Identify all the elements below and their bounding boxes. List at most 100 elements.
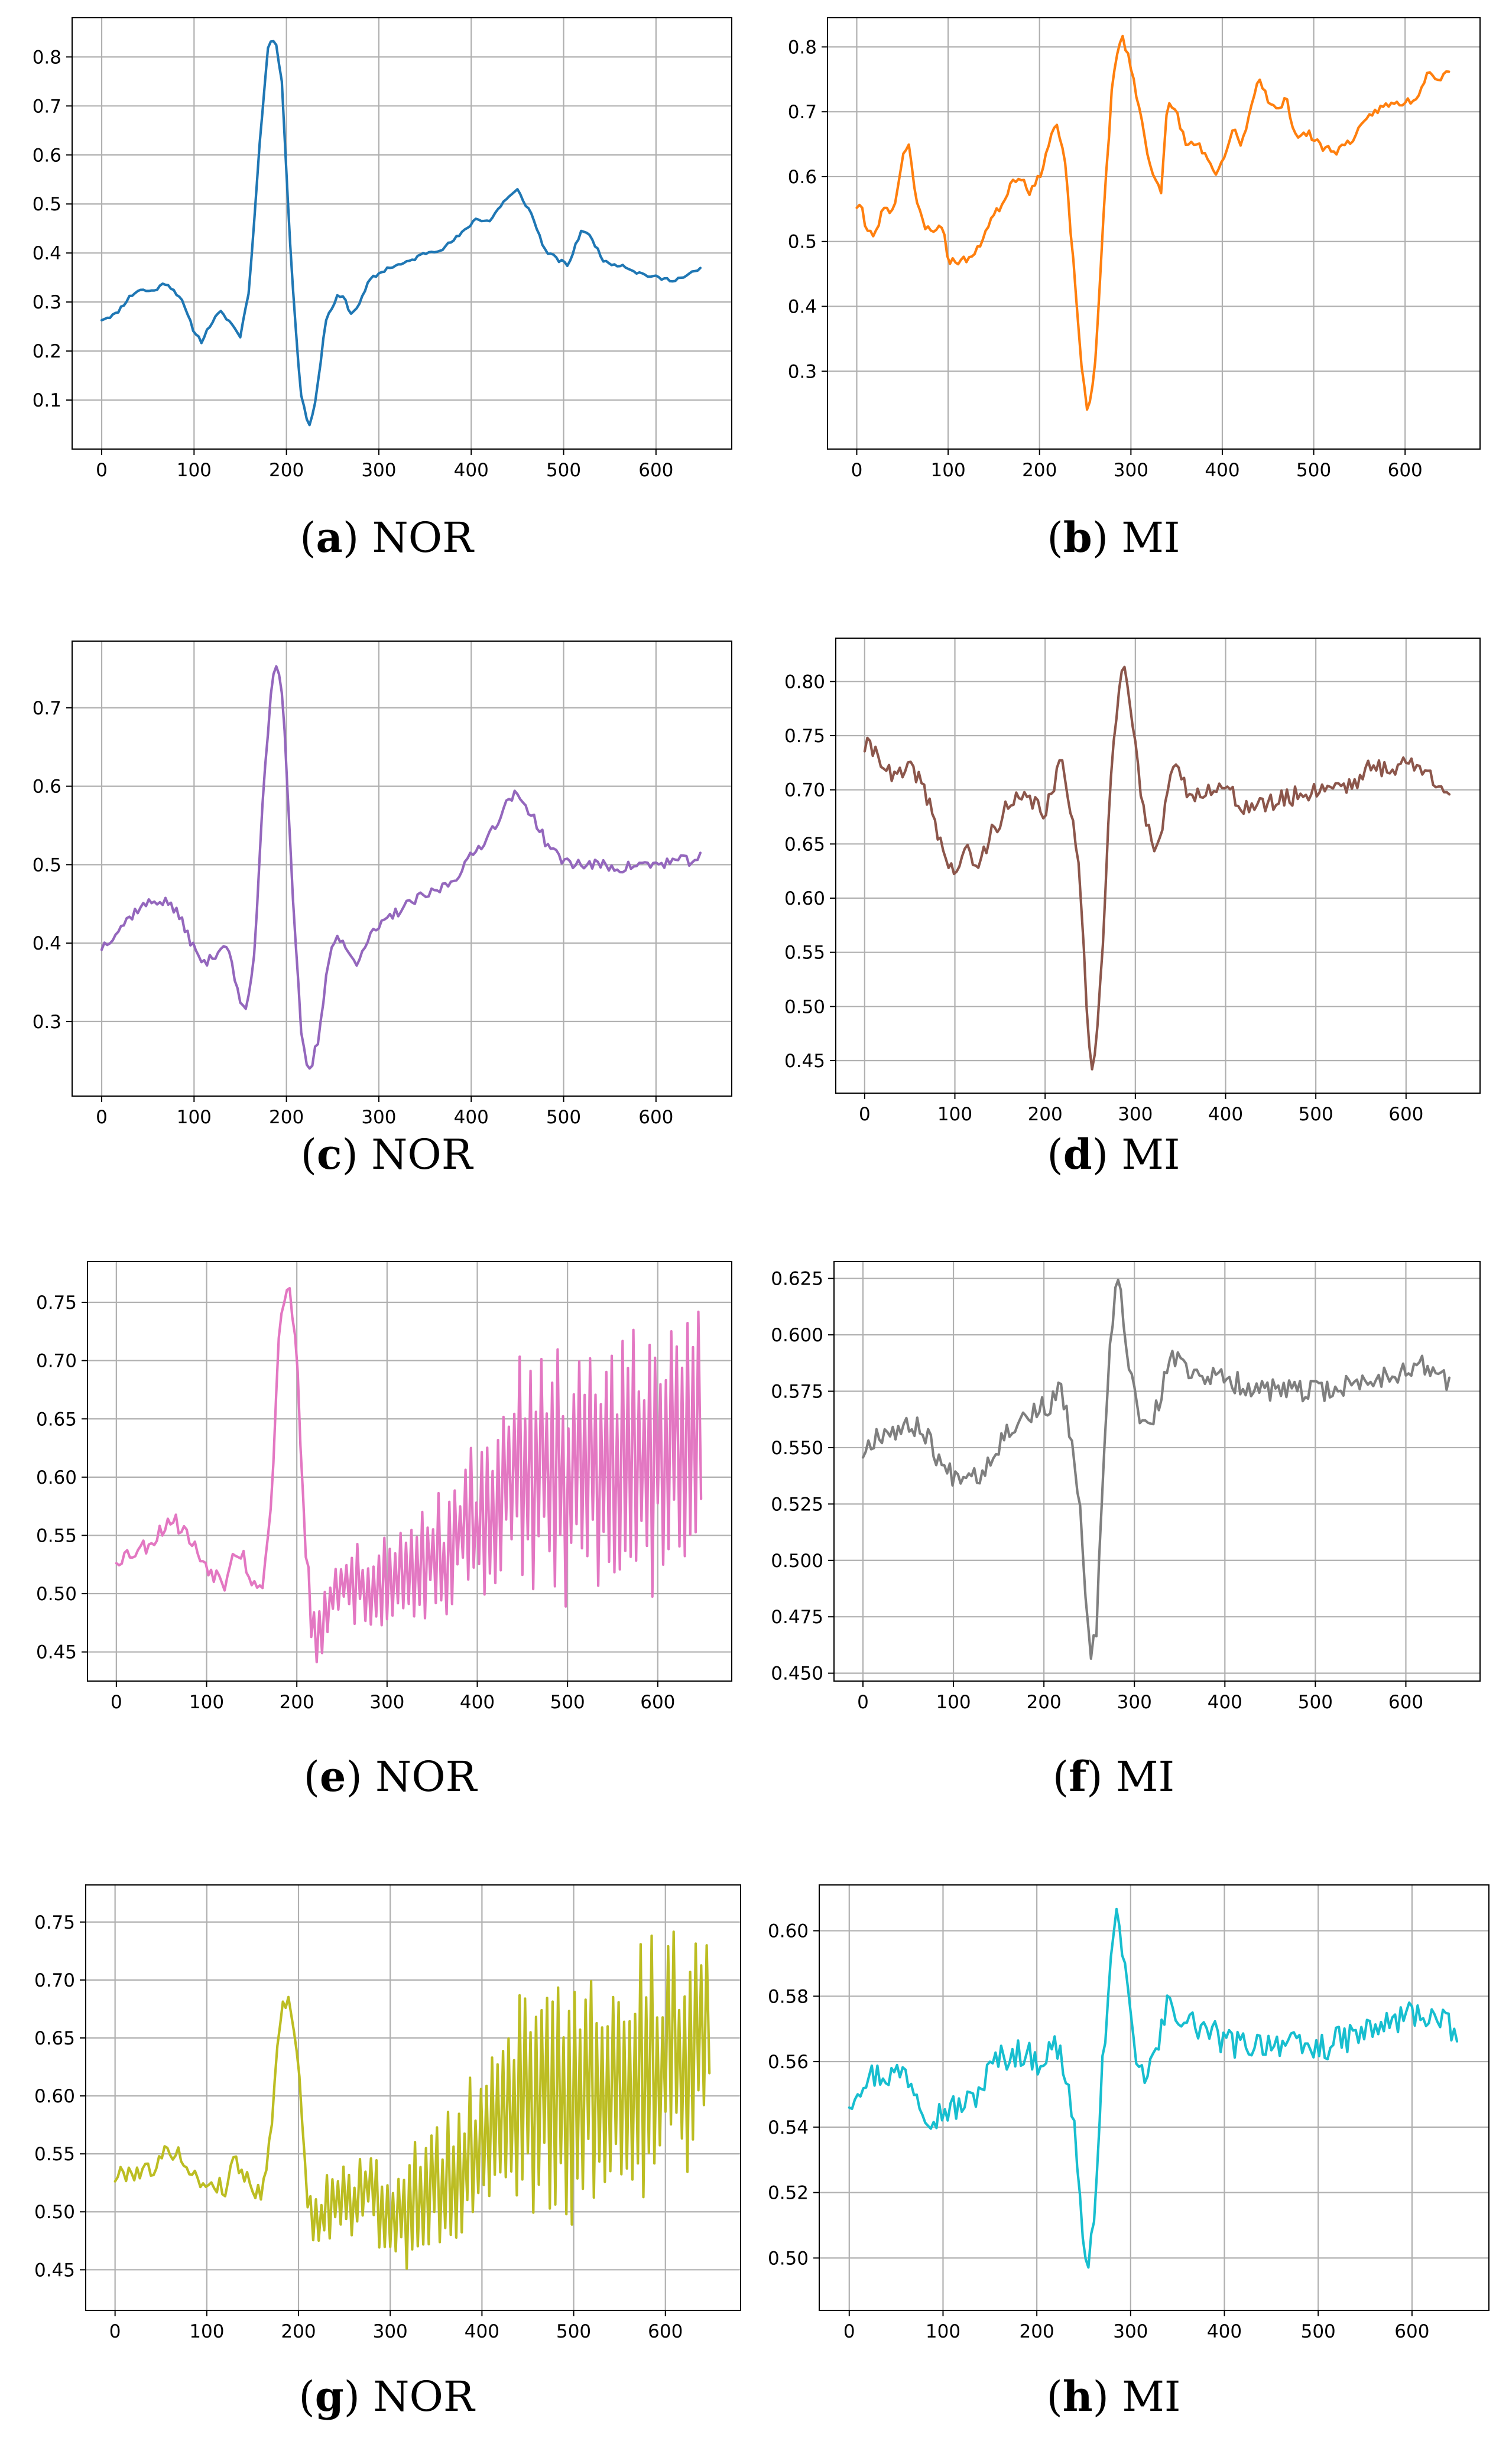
y-tick-label: 0.75	[34, 1912, 75, 1933]
x-tick-label: 0	[109, 2321, 121, 2342]
caption-b-label: MI	[1121, 513, 1180, 562]
plot-frame	[87, 1261, 732, 1682]
x-tick-label: 200	[269, 1107, 304, 1128]
caption-e: (e) NOR	[303, 1752, 477, 1801]
y-tick-label: 0.500	[771, 1550, 823, 1572]
y-tick-label: 0.45	[34, 2260, 75, 2281]
x-tick-label: 600	[648, 2321, 683, 2342]
x-tick-label: 100	[937, 1104, 972, 1125]
plot-frame	[72, 641, 732, 1097]
x-tick-label: 400	[1207, 2321, 1242, 2342]
x-tick-label: 100	[177, 1107, 212, 1128]
y-tick-label: 0.6	[33, 776, 61, 798]
x-tick-label: 500	[550, 1692, 585, 1713]
x-tick-label: 300	[369, 1692, 404, 1713]
y-tick-label: 0.475	[771, 1607, 823, 1628]
x-tick-label: 400	[454, 1107, 489, 1128]
x-tick-label: 200	[280, 1692, 314, 1713]
y-tick-label: 0.6	[33, 145, 61, 166]
y-tick-label: 0.52	[768, 2183, 809, 2204]
plot-frame	[819, 1884, 1489, 2311]
x-tick-label: 100	[926, 2321, 960, 2342]
y-tick-label: 0.5	[33, 854, 61, 876]
y-tick-label: 0.75	[784, 726, 825, 747]
x-tick-label: 400	[1208, 1692, 1242, 1713]
y-tick-label: 0.2	[33, 341, 61, 362]
series-line-e	[115, 1287, 703, 1663]
y-tick-label: 0.6	[788, 167, 817, 188]
x-tick-label: 600	[640, 1692, 675, 1713]
plot-frame	[827, 17, 1481, 450]
y-tick-label: 0.3	[788, 361, 817, 382]
caption-c-letter: c	[316, 1130, 342, 1179]
x-tick-label: 400	[460, 1692, 495, 1713]
x-tick-label: 500	[1296, 460, 1331, 481]
caption-h: (h) MI	[1046, 2372, 1181, 2421]
x-tick-label: 0	[851, 460, 863, 481]
y-tick-label: 0.65	[784, 834, 825, 855]
y-tick-label: 0.50	[36, 1584, 77, 1605]
x-tick-label: 200	[1020, 2321, 1054, 2342]
y-tick-label: 0.60	[784, 888, 825, 909]
x-tick-label: 100	[936, 1692, 971, 1713]
y-tick-label: 0.45	[36, 1642, 77, 1663]
y-tick-label: 0.5	[788, 232, 817, 253]
caption-b-letter: b	[1063, 513, 1092, 562]
x-tick-label: 0	[857, 1692, 869, 1713]
y-tick-label: 0.7	[788, 102, 817, 123]
x-tick-label: 0	[96, 1107, 108, 1128]
x-tick-label: 400	[454, 460, 489, 481]
y-tick-label: 0.3	[33, 1012, 61, 1033]
x-tick-label: 600	[1394, 2321, 1429, 2342]
x-tick-label: 300	[1113, 2321, 1148, 2342]
plot-frame	[835, 638, 1481, 1094]
y-tick-label: 0.54	[768, 2117, 809, 2138]
x-tick-label: 500	[1298, 1692, 1333, 1713]
y-tick-label: 0.625	[771, 1269, 823, 1290]
x-tick-label: 200	[1022, 460, 1057, 481]
y-tick-label: 0.60	[768, 1921, 809, 1942]
y-tick-label: 0.8	[788, 37, 817, 58]
caption-h-letter: h	[1062, 2372, 1093, 2421]
x-tick-label: 500	[1301, 2321, 1336, 2342]
series-line-c	[100, 665, 702, 1070]
y-tick-label: 0.60	[36, 1467, 77, 1488]
series-line-f	[861, 1279, 1451, 1660]
chart-e: 0 100 200 300 400 500 600 0.45 0.50 0.55 0.60 0.65 0…	[36, 1261, 732, 1713]
caption-a-letter: a	[316, 513, 343, 562]
x-tick-label: 600	[1388, 460, 1423, 481]
series-line-d	[863, 665, 1451, 1071]
x-tick-label: 300	[1114, 460, 1148, 481]
y-tick-label: 0.58	[768, 1986, 809, 2007]
x-tick-label: 200	[281, 2321, 316, 2342]
x-tick-label: 0	[96, 460, 108, 481]
x-tick-label: 600	[638, 1107, 673, 1128]
y-tick-label: 0.45	[784, 1051, 825, 1072]
x-tick-label: 300	[373, 2321, 408, 2342]
plot-frame	[72, 17, 732, 450]
y-tick-label: 0.575	[771, 1381, 823, 1402]
caption-c-label: NOR	[371, 1130, 473, 1179]
y-tick-label: 0.65	[36, 1409, 77, 1430]
x-tick-label: 600	[1388, 1692, 1423, 1713]
x-tick-label: 200	[269, 460, 304, 481]
y-tick-label: 0.3	[33, 292, 61, 313]
caption-b: (b) MI	[1047, 513, 1180, 562]
caption-e-letter: e	[319, 1752, 346, 1801]
y-tick-label: 0.525	[771, 1494, 823, 1515]
series-line-b	[855, 34, 1450, 411]
caption-g-letter: g	[314, 2372, 344, 2421]
y-tick-label: 0.70	[36, 1351, 77, 1372]
x-tick-label: 300	[1117, 1692, 1152, 1713]
x-tick-label: 300	[361, 1107, 396, 1128]
caption-f-label: MI	[1115, 1753, 1175, 1801]
y-tick-label: 0.5	[33, 194, 61, 215]
y-tick-label: 0.55	[34, 2144, 75, 2165]
x-tick-label: 0	[859, 1104, 871, 1125]
y-tick-label: 0.1	[33, 390, 61, 411]
caption-d-letter: d	[1063, 1130, 1092, 1179]
y-tick-label: 0.4	[33, 933, 61, 954]
caption-c: (c) NOR	[300, 1130, 473, 1179]
chart-b: 0 100 200 300 400 500 600 0.3 0.4 0.5 0.6 0.7 0.8	[788, 17, 1481, 481]
